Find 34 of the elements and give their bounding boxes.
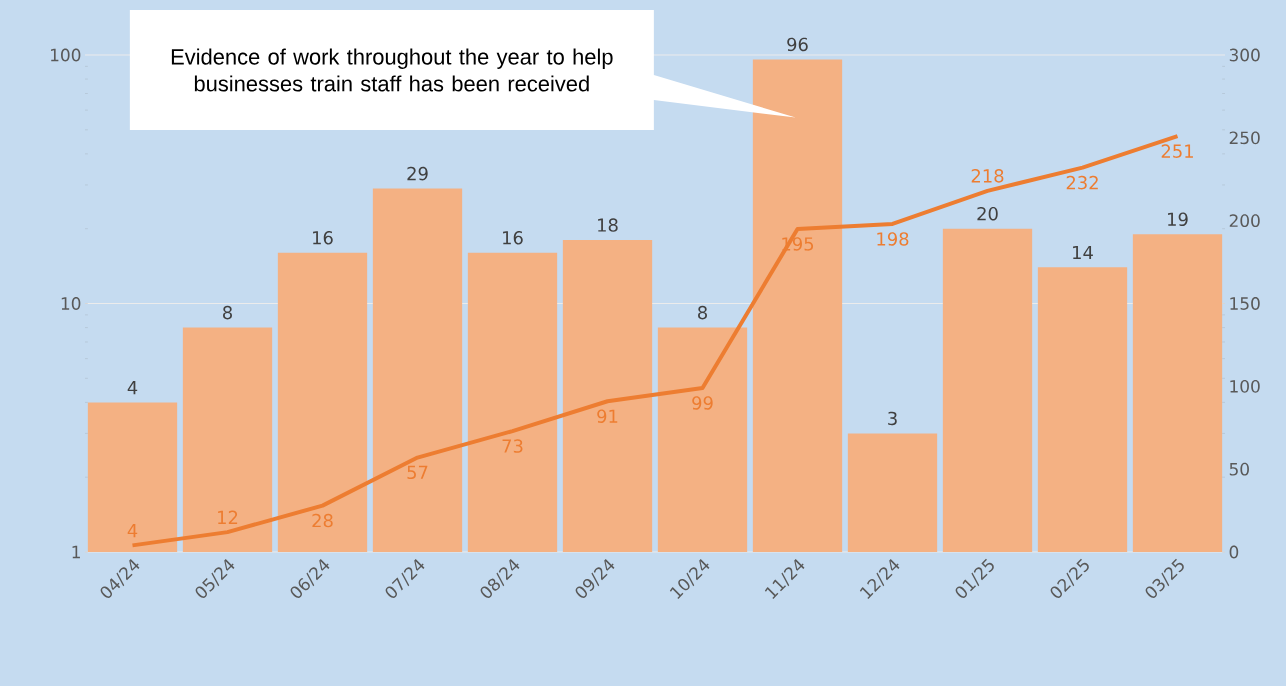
y-tick-label: 100 xyxy=(51,48,81,62)
data-label: 29 xyxy=(407,166,428,181)
data-label: 8 xyxy=(223,305,232,320)
y2-tick-label: 150 xyxy=(1230,297,1260,310)
data-label: 3 xyxy=(888,411,897,426)
data-label: 18 xyxy=(598,218,618,232)
data-label: 12 xyxy=(218,510,238,524)
annotation: Evidence of work throughout the year to help businesses train staff has been received xyxy=(171,48,613,92)
data-label: 28 xyxy=(312,513,333,528)
data-label: 251 xyxy=(1161,144,1193,158)
data-label: 73 xyxy=(502,439,523,453)
data-label: 4 xyxy=(127,524,138,538)
data-label: 99 xyxy=(692,396,713,410)
y2-tick-label: 250 xyxy=(1229,131,1260,145)
data-label: 19 xyxy=(1168,212,1188,227)
y2-tick-label: 50 xyxy=(1229,462,1249,476)
data-label: 16 xyxy=(313,231,333,245)
y-tick-label: 1 xyxy=(72,545,80,559)
data-label: 20 xyxy=(977,206,998,221)
data-label: 218 xyxy=(971,169,1004,183)
y-tick-label: 10 xyxy=(61,297,81,310)
y2-tick-label: 200 xyxy=(1229,214,1260,228)
data-label: 8 xyxy=(698,305,707,320)
data-label: 14 xyxy=(1073,245,1093,259)
y2-tick-label: 0 xyxy=(1229,545,1239,559)
data-label: 4 xyxy=(127,381,138,395)
data-label: 232 xyxy=(1066,175,1098,190)
data-label: 91 xyxy=(597,409,618,423)
data-label: 16 xyxy=(503,231,523,245)
data-label: 96 xyxy=(787,37,808,52)
y2-tick-label: 300 xyxy=(1229,48,1260,62)
data-label: 57 xyxy=(407,465,428,480)
data-label: 198 xyxy=(877,232,909,246)
y2-tick-label: 100 xyxy=(1230,379,1260,393)
